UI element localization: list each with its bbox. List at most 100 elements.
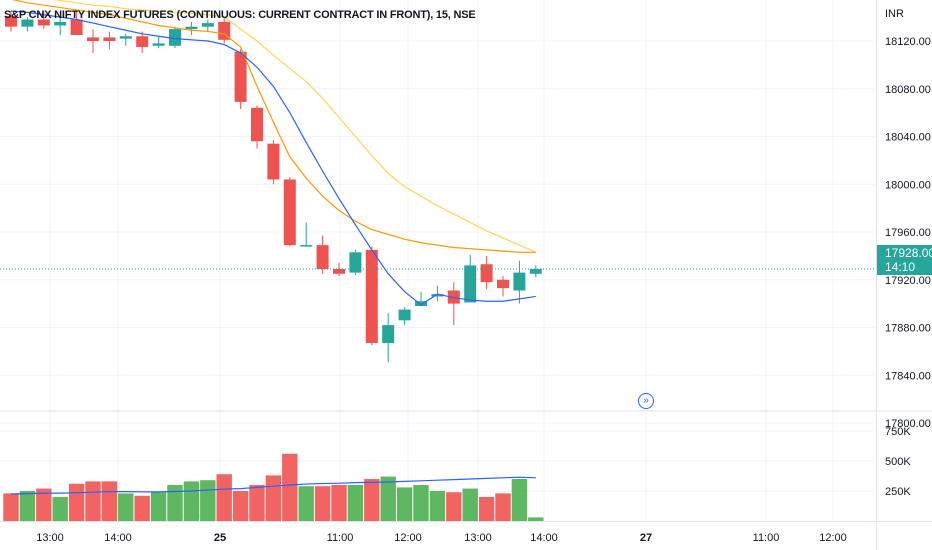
candle-body <box>529 269 542 274</box>
time-tick-label: 12:00 <box>819 532 847 544</box>
time-tick-label: 11:00 <box>327 532 354 544</box>
volume-bar <box>68 483 85 521</box>
candle-body <box>87 37 99 41</box>
volume-bar <box>36 488 52 521</box>
volume-bar <box>282 453 298 521</box>
candle-body <box>218 21 231 40</box>
volume-tick-label: 250K <box>885 486 911 498</box>
candle-body <box>201 23 214 27</box>
volume-bar <box>364 479 380 521</box>
price-tick-label: 17800.00 <box>885 418 931 430</box>
candle-body <box>185 26 198 30</box>
candle-body <box>415 301 427 307</box>
candle-body <box>398 309 411 321</box>
volume-bar <box>265 475 282 521</box>
candle-body <box>103 37 116 41</box>
price-tick-label: 17840.00 <box>885 370 931 382</box>
candle-body <box>251 107 263 142</box>
volume-bar <box>380 476 396 521</box>
volume-bar <box>396 487 413 521</box>
volume-bar <box>249 485 265 521</box>
price-tick-label: 18080.00 <box>885 84 931 96</box>
price-tick-label: 17880.00 <box>885 323 931 335</box>
moving-averages <box>10 0 537 306</box>
bar-countdown: 14:10 <box>885 260 916 274</box>
last-price-label: 17928.00 14:10 <box>877 245 932 275</box>
ma-fast-line <box>10 10 536 306</box>
volume-bar <box>347 485 364 521</box>
time-tick-label: 14:00 <box>530 532 558 544</box>
time-tick-label: 25 <box>214 532 226 544</box>
candle-body <box>54 21 67 26</box>
volume-bar <box>429 491 446 521</box>
volume-bar <box>52 497 68 521</box>
time-tick-label: 12:00 <box>394 532 422 544</box>
price-tick-label: 17960.00 <box>885 227 931 239</box>
candle-body <box>300 245 313 247</box>
price-tick-label: 18120.00 <box>885 36 931 48</box>
candle-body <box>316 245 329 270</box>
volume-bar <box>413 485 429 521</box>
last-price-value: 17928.00 <box>885 246 932 260</box>
volume-bar <box>462 488 478 521</box>
volume-bar <box>150 492 167 521</box>
candle-body <box>513 272 526 291</box>
candle-body <box>464 265 477 303</box>
candle-body <box>382 325 395 344</box>
time-tick-label: 14:00 <box>104 532 132 544</box>
candle-body <box>283 179 296 246</box>
candle-body <box>152 43 165 46</box>
volume-bar <box>200 480 216 521</box>
candle-body <box>169 29 181 46</box>
candle-body <box>267 143 280 180</box>
volume-bar <box>183 481 200 521</box>
candle-body <box>431 294 444 297</box>
candle-body <box>119 36 132 39</box>
time-tick-label: 11:00 <box>753 532 780 544</box>
candle-body <box>70 19 83 36</box>
volume-bar <box>478 497 495 521</box>
volume-bar <box>167 485 183 521</box>
candle-body <box>349 252 362 273</box>
price-tick-label: 18040.00 <box>885 132 931 144</box>
time-tick-label: 13:00 <box>464 532 492 544</box>
volume-tick-label: 500K <box>885 456 911 468</box>
candle-body <box>37 19 50 26</box>
volume-bar <box>298 486 314 521</box>
volume-tick-label: 750K <box>885 426 911 438</box>
ma-slow-line <box>53 0 537 253</box>
candle-body <box>5 15 17 27</box>
time-tick-label: 13:00 <box>36 532 64 544</box>
volume-bar <box>511 479 528 521</box>
volume-bar <box>118 493 134 521</box>
volume-bar <box>19 491 36 521</box>
volume-bar <box>232 491 249 521</box>
scroll-to-realtime-button[interactable]: » <box>638 393 654 409</box>
volume-bar <box>314 486 331 521</box>
time-tick-label: 27 <box>640 532 652 544</box>
volume-bar <box>446 492 462 521</box>
candle-body <box>480 264 493 283</box>
grid-lines <box>0 0 876 521</box>
volume-bar <box>85 481 101 521</box>
volume-bars <box>3 453 544 521</box>
volume-ma-line <box>10 476 536 495</box>
volume-bar <box>216 474 232 521</box>
candle-body <box>365 249 378 344</box>
volume-bar <box>495 493 511 521</box>
candle-body <box>234 51 247 102</box>
volume-bar <box>101 481 118 521</box>
ma-mid-line <box>11 0 536 253</box>
volume-bar <box>528 517 544 521</box>
volume-bar <box>134 495 150 521</box>
currency-label: INR <box>885 8 904 20</box>
candles <box>5 11 542 363</box>
volume-bar <box>331 485 347 521</box>
candle-body <box>333 269 345 274</box>
candle-body <box>21 19 34 27</box>
chart-title: S&P CNX NIFTY INDEX FUTURES (CONTINUOUS:… <box>4 9 476 21</box>
double-chevron-right-icon: » <box>643 395 649 406</box>
volume-bar <box>3 493 19 521</box>
